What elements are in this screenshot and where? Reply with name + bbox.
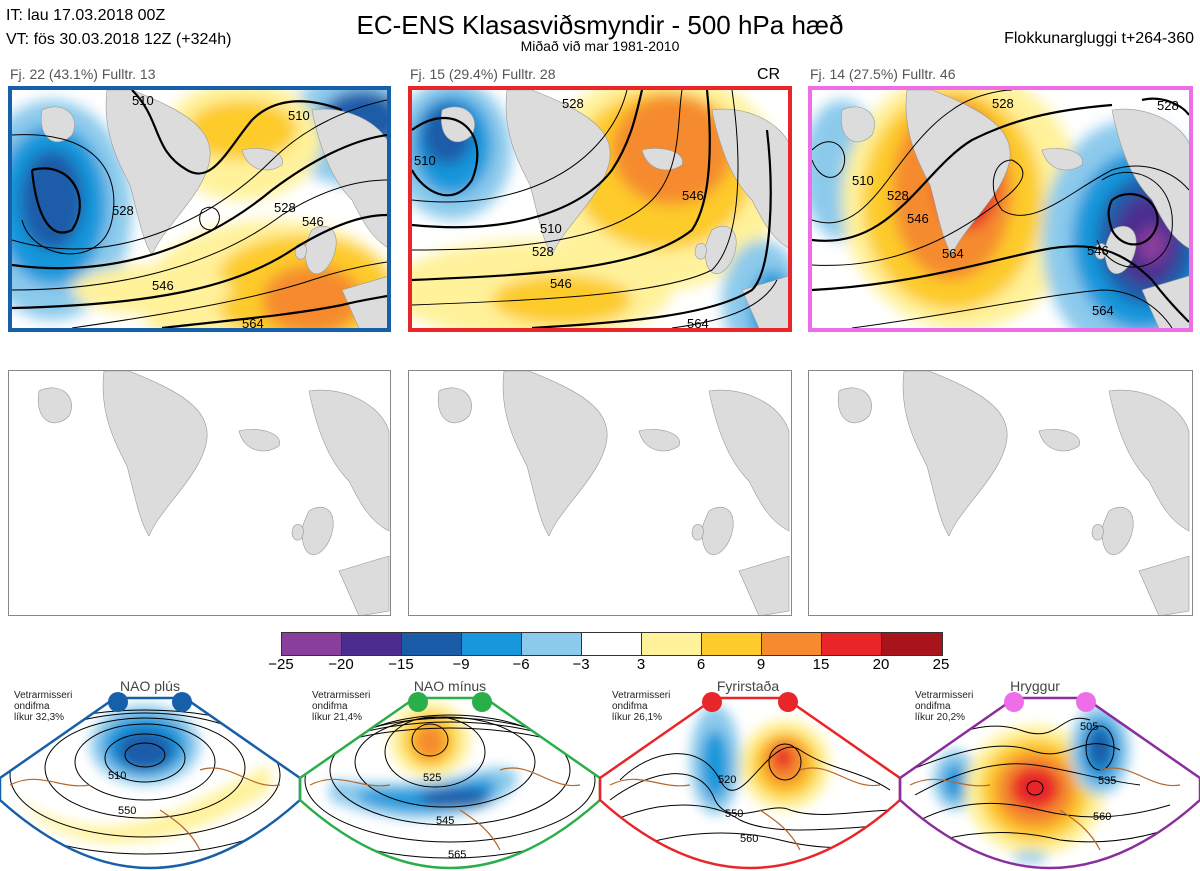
contour-label: 560	[1093, 811, 1111, 823]
contour-label: 510	[852, 173, 874, 188]
contour-label: 550	[725, 808, 743, 820]
contour-label: 510	[540, 221, 562, 236]
contour-label: 510	[414, 153, 436, 168]
contour-label: 550	[118, 805, 136, 817]
contour-label: 564	[242, 316, 264, 328]
colorbar-swatch	[642, 633, 702, 655]
colorbar-tick-label: 15	[812, 656, 830, 673]
contour-label: 565	[448, 849, 466, 861]
regime-title-nao-minus: NAO mínus	[413, 678, 487, 694]
regime-marker	[702, 692, 722, 712]
contour-label: 528	[112, 203, 134, 218]
regime-marker	[408, 692, 428, 712]
colorbar-tick-label: 9	[756, 656, 766, 673]
window-label: Flokkunargluggi t+264-360	[1004, 30, 1194, 47]
regime-marker	[1076, 692, 1096, 712]
colorbar-swatch	[762, 633, 822, 655]
panel-3-label: Fj. 14 (27.5%) Fulltr. 46	[810, 66, 956, 82]
colorbar-tick-label: 3	[636, 656, 646, 673]
regime-map-ridge	[909, 705, 1181, 863]
contour-label: 528	[274, 200, 296, 215]
regime-marker	[1004, 692, 1024, 712]
contour-label: 528	[887, 188, 909, 203]
contour-label: 528	[562, 96, 584, 111]
contour-label: 546	[907, 211, 929, 226]
colorbar-swatch	[462, 633, 522, 655]
panel-2-tag: CR	[757, 66, 781, 83]
contour-label: 510	[108, 770, 126, 782]
regime-map-nao-plus	[0, 705, 300, 855]
valid-time: VT: fös 30.03.2018 12Z (+324h)	[6, 31, 232, 48]
empty-map-2	[408, 370, 792, 616]
contour-label: 525	[423, 772, 441, 784]
init-time: IT: lau 17.03.2018 00Z	[6, 7, 166, 24]
colorbar-swatch	[282, 633, 342, 655]
colorbar-swatch	[342, 633, 402, 655]
colorbar-swatch	[402, 633, 462, 655]
colorbar-swatch	[522, 633, 582, 655]
contour-label: 545	[436, 815, 454, 827]
contour-label: 560	[740, 833, 758, 845]
colorbar-tick-label: −15	[388, 656, 414, 673]
contour-label: 510	[288, 108, 310, 123]
regime-map-blocking	[609, 705, 896, 851]
regime-note-3: Vetrarmisseri ondifma líkur 26,1%	[612, 690, 671, 723]
empty-map-1	[8, 370, 391, 616]
regime-marker	[108, 692, 128, 712]
colorbar-swatch	[582, 633, 642, 655]
regime-note-2: Vetrarmisseri ondifma líkur 21,4%	[312, 690, 371, 723]
page-title: EC-ENS Klasasviðsmyndir - 500 hPa hæð	[356, 10, 844, 40]
colorbar-tick-label: 20	[872, 656, 890, 673]
cluster-map-1: 510 528 546 564 510 528 546	[8, 86, 391, 332]
empty-map-3	[808, 370, 1193, 616]
panel-2-label: Fj. 15 (29.4%) Fulltr. 28	[410, 66, 556, 82]
contour-label: 528	[1157, 98, 1179, 113]
regime-marker	[172, 692, 192, 712]
contour-label: 510	[132, 93, 154, 108]
colorbar-tick-label: −9	[452, 656, 470, 673]
contour-label: 528	[532, 244, 554, 259]
colorbar-swatch	[882, 633, 942, 655]
regime-marker	[472, 692, 492, 712]
contour-label: 546	[302, 214, 324, 229]
regime-title-nao-plus: NAO plús	[120, 678, 180, 694]
regime-map-nao-minus	[300, 702, 600, 868]
colorbar-swatch	[702, 633, 762, 655]
colorbar-swatch	[822, 633, 882, 655]
colorbar-tick-label: −6	[512, 656, 530, 673]
regime-marker	[778, 692, 798, 712]
colorbar	[281, 632, 943, 656]
contour-label: 546	[152, 278, 174, 293]
regime-maps: 510 550 525 545 565	[0, 692, 1200, 870]
cluster-map-3: 528 510 528 546 564 528 564 546	[808, 86, 1193, 332]
contour-label: 546	[682, 188, 704, 203]
regime-note-4: Vetrarmisseri ondifma líkur 20,2%	[915, 690, 974, 723]
regime-title-ridge: Hryggur	[1010, 678, 1060, 694]
contour-label: 564	[942, 246, 964, 261]
contour-label: 528	[992, 96, 1014, 111]
colorbar-tick-label: −3	[572, 656, 590, 673]
contour-label: 505	[1080, 721, 1098, 733]
colorbar-tick-label: 25	[932, 656, 950, 673]
colorbar-tick-label: −25	[268, 656, 294, 673]
contour-label: 535	[1098, 775, 1116, 787]
colorbar-tick-label: −20	[328, 656, 354, 673]
contour-label: 546	[1087, 243, 1109, 258]
colorbar-tick-label: 6	[696, 656, 706, 673]
contour-label: 564	[687, 316, 709, 328]
contour-label: 520	[718, 774, 736, 786]
panel-1-label: Fj. 22 (43.1%) Fulltr. 13	[10, 66, 156, 82]
cluster-map-2: 528 510 528 546 546 564 510	[408, 86, 792, 332]
page-subtitle: Miðað við mar 1981-2010	[520, 38, 680, 54]
regime-title-blocking: Fyrirstaða	[716, 678, 780, 694]
contour-label: 546	[550, 276, 572, 291]
contour-label: 564	[1092, 303, 1114, 318]
regime-note-1: Vetrarmisseri ondifma líkur 32,3%	[14, 690, 73, 723]
